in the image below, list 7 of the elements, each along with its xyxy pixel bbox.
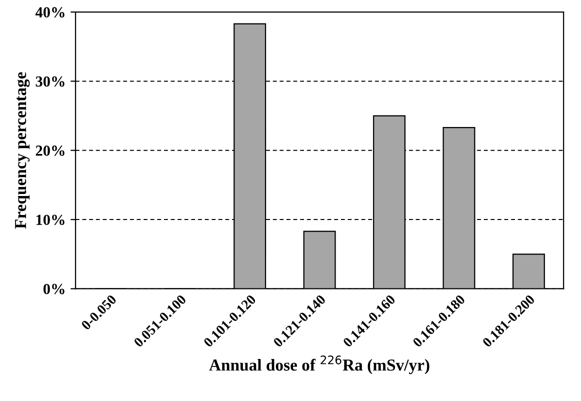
y-tick-label: 10% — [36, 214, 64, 226]
y-tick-label: 40% — [35, 7, 64, 18]
y-tick-label: 20% — [36, 146, 64, 156]
x-axis-title: Annual dose of $^{226}$Ra (mSv/yr) — [209, 356, 430, 374]
y-tick-label: 30% — [36, 76, 64, 87]
y-axis-title: Frequency percentage — [15, 72, 30, 229]
y-tick-label: 0% — [43, 284, 64, 294]
